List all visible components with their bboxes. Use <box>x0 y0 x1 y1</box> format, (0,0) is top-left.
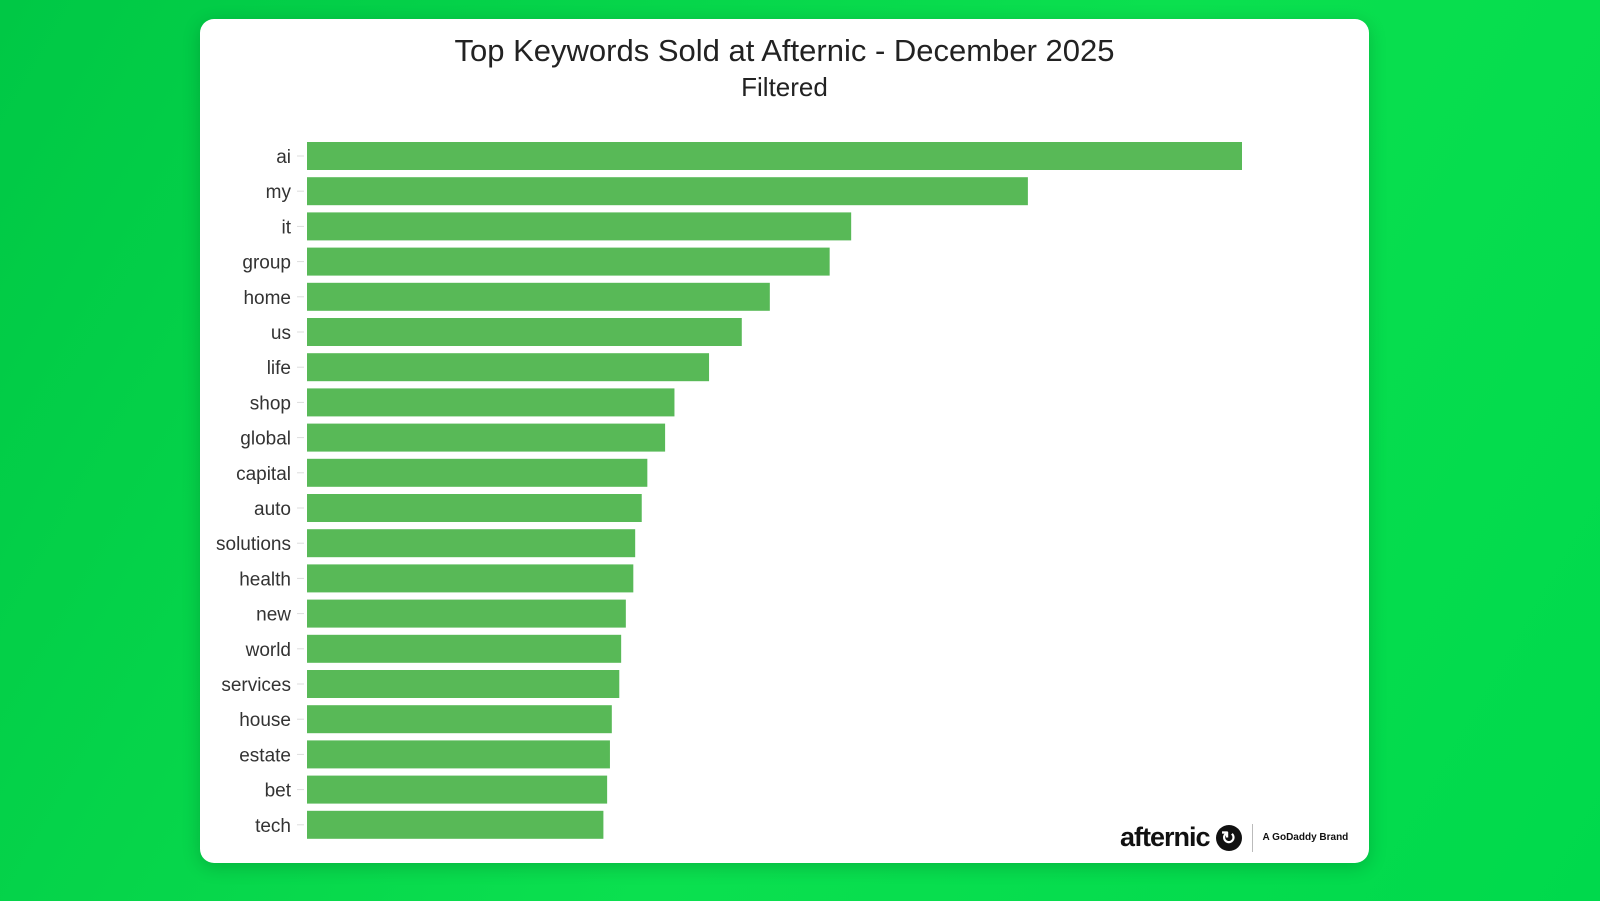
category-label: estate <box>239 745 291 766</box>
logo-wordmark: afternic <box>1120 822 1211 852</box>
bar-health <box>307 564 634 593</box>
bar-capital <box>307 458 648 487</box>
bar-us <box>307 318 742 346</box>
bar-world <box>307 634 622 663</box>
category-label: ai <box>276 147 291 168</box>
bar-my <box>307 177 1028 206</box>
afternic-logo: afternic ↻ A GoDaddy Brand <box>1120 822 1348 853</box>
bar-home <box>307 282 770 311</box>
bar-estate <box>307 740 610 769</box>
bar-shop <box>307 388 675 417</box>
category-label: it <box>282 217 292 238</box>
chart-title: Top Keywords Sold at Afternic - December… <box>454 33 1115 68</box>
bar-life <box>307 353 710 382</box>
bar-house <box>307 705 612 734</box>
chart-subtitle: Filtered <box>741 72 828 102</box>
category-label: auto <box>254 499 291 520</box>
category-label: world <box>245 640 291 661</box>
category-label: life <box>267 358 291 379</box>
category-label: solutions <box>216 534 291 555</box>
category-label: health <box>239 569 291 590</box>
bar-ai <box>307 142 1242 170</box>
bar-auto <box>307 494 642 522</box>
bar-new <box>307 599 626 628</box>
category-label: services <box>221 675 291 696</box>
category-label: shop <box>250 393 291 414</box>
category-label: bet <box>265 781 292 802</box>
bar-it <box>307 212 852 241</box>
category-label: group <box>242 253 291 274</box>
category-label: home <box>243 288 291 309</box>
category-label: new <box>256 605 291 626</box>
bar-group <box>307 247 830 276</box>
category-label: tech <box>255 816 291 837</box>
bar-solutions <box>307 529 636 558</box>
bar-chart: ai my it group home us life shop global capital au… <box>216 142 1242 839</box>
logo-divider <box>1251 823 1253 852</box>
category-label: us <box>271 323 291 344</box>
bar-services <box>307 670 620 698</box>
chart-card: Top Keywords Sold at Afternic - December… <box>200 19 1369 863</box>
bar-bet <box>307 775 608 804</box>
category-label: house <box>239 710 291 731</box>
afternic-logo-icon: ↻ <box>1215 824 1242 851</box>
godaddy-brand-tag: A GoDaddy Brand <box>1262 832 1349 843</box>
category-label: global <box>240 429 291 450</box>
bar-tech <box>307 810 604 839</box>
category-label: capital <box>236 464 291 485</box>
bar-global <box>307 423 666 452</box>
category-label: my <box>266 182 292 203</box>
